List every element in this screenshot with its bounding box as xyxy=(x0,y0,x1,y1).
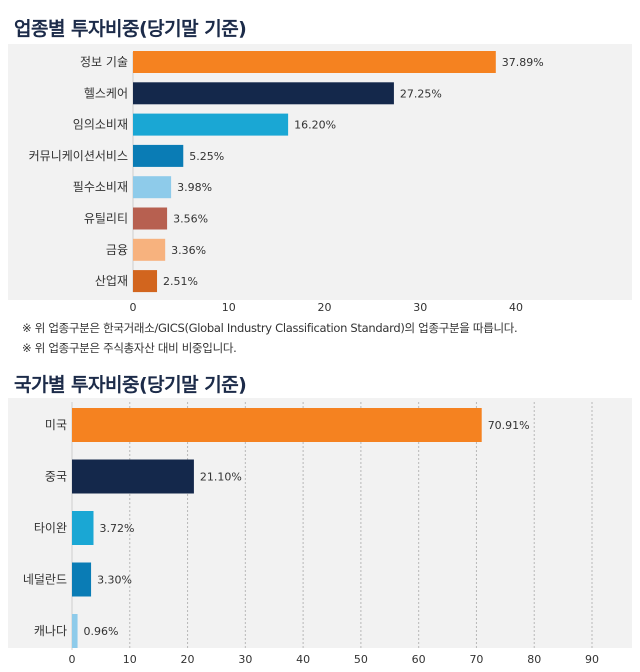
sector-value-label: 16.20% xyxy=(294,119,336,132)
country-value-label: 70.91% xyxy=(488,419,530,432)
sector-tick-label: 30 xyxy=(413,301,427,314)
country-bar xyxy=(72,408,482,442)
sector-category-label: 임의소비재 xyxy=(73,118,128,132)
country-bar xyxy=(72,511,94,545)
country-chart-title: 국가별 투자비중(당기말 기준) xyxy=(14,374,247,396)
sector-value-label: 5.25% xyxy=(189,150,224,163)
sector-chart-title: 업종별 투자비중(당기말 기준) xyxy=(14,18,247,40)
sector-category-label: 커뮤니케이션서비스 xyxy=(29,149,128,163)
country-category-label: 미국 xyxy=(45,418,67,432)
sector-value-label: 3.56% xyxy=(173,213,208,226)
sector-bar xyxy=(133,270,158,293)
sector-bar xyxy=(133,51,496,73)
sector-bar xyxy=(133,176,172,199)
country-tick-label: 30 xyxy=(238,653,252,666)
sector-category-label: 금융 xyxy=(106,243,128,257)
country-tick-label: 90 xyxy=(585,653,599,666)
country-value-label: 3.30% xyxy=(97,574,132,587)
country-tick-label: 60 xyxy=(412,653,426,666)
sector-tick-label: 40 xyxy=(509,301,523,314)
country-value-label: 0.96% xyxy=(84,625,119,638)
country-category-label: 중국 xyxy=(45,470,67,484)
country-category-label: 타이완 xyxy=(34,521,67,535)
sector-category-label: 헬스케어 xyxy=(84,86,128,100)
sector-value-label: 3.36% xyxy=(171,244,206,257)
sector-bar xyxy=(133,144,184,167)
sector-bar xyxy=(133,113,289,136)
country-tick-label: 20 xyxy=(181,653,195,666)
country-tick-label: 70 xyxy=(469,653,483,666)
sector-category-label: 필수소비재 xyxy=(73,180,128,194)
country-tick-label: 40 xyxy=(296,653,310,666)
sector-note-2: ※ 위 업종구분은 주식총자산 대비 비중입니다. xyxy=(22,341,237,355)
country-value-label: 3.72% xyxy=(99,522,134,535)
country-bar xyxy=(72,562,92,597)
sector-tick-label: 10 xyxy=(222,301,236,314)
sector-tick-label: 0 xyxy=(130,301,137,314)
country-tick-label: 80 xyxy=(527,653,541,666)
country-tick-label: 50 xyxy=(354,653,368,666)
country-bar xyxy=(72,614,78,648)
country-category-label: 캐나다 xyxy=(34,624,67,638)
sector-category-label: 유틸리티 xyxy=(84,212,128,226)
sector-note-1: ※ 위 업종구분은 한국거래소/GICS(Global Industry Cla… xyxy=(22,321,518,335)
country-tick-label: 0 xyxy=(69,653,76,666)
sector-bar xyxy=(133,238,166,261)
sector-bar xyxy=(133,82,394,105)
sector-category-label: 산업재 xyxy=(95,274,128,288)
country-tick-label: 10 xyxy=(123,653,137,666)
sector-tick-label: 20 xyxy=(318,301,332,314)
sector-bar xyxy=(133,207,168,230)
sector-value-label: 2.51% xyxy=(163,275,198,288)
sector-category-label: 정보 기술 xyxy=(80,55,128,69)
country-value-label: 21.10% xyxy=(200,471,242,484)
country-bar xyxy=(72,459,194,494)
sector-value-label: 27.25% xyxy=(400,87,442,100)
country-category-label: 네덜란드 xyxy=(23,573,67,587)
sector-value-label: 37.89% xyxy=(502,56,544,69)
sector-value-label: 3.98% xyxy=(177,181,212,194)
